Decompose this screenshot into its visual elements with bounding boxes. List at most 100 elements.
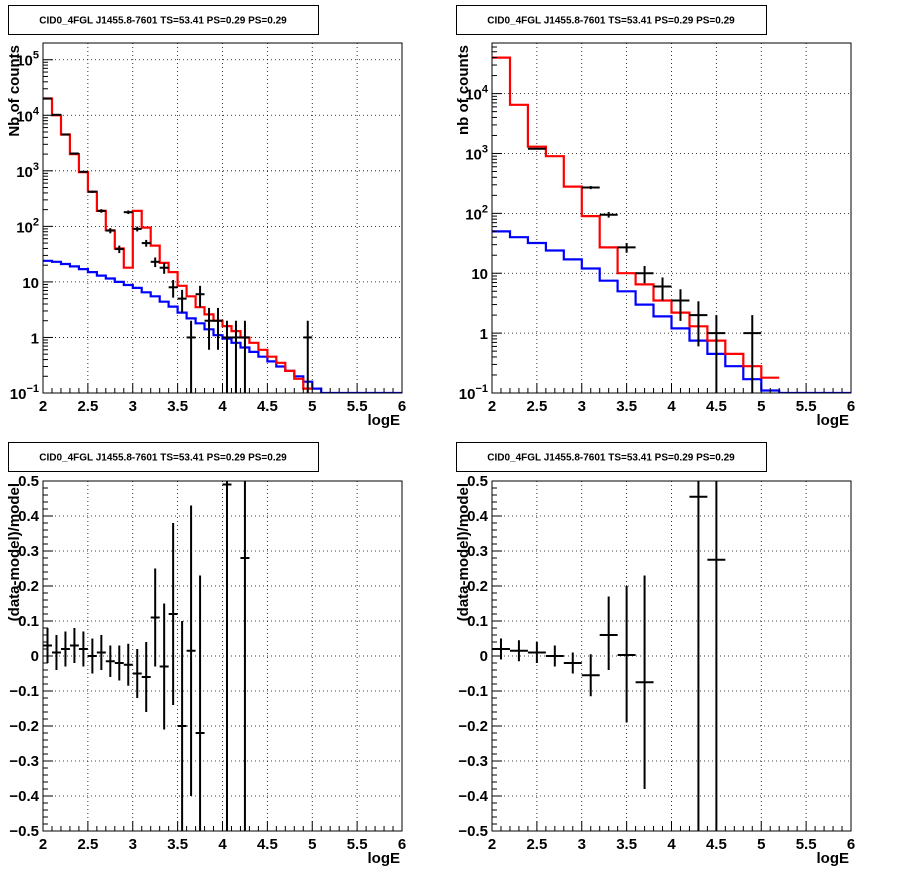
tick-exponent: −1 [475, 383, 488, 395]
data-point [581, 654, 600, 697]
y-tick-label: 1 [480, 326, 488, 343]
data-point [96, 635, 106, 670]
x-axis-title: logE [368, 412, 401, 429]
data-point [204, 307, 214, 350]
data-point [132, 649, 142, 698]
data-point [599, 212, 618, 218]
panel-3: CID0_4FGL J1455.8-7601 TS=53.41 PS=0.29 … [6, 442, 406, 867]
x-tick-label: 2.5 [526, 836, 547, 853]
y-tick-label: 102 [16, 216, 39, 236]
grid [43, 43, 402, 393]
title-box [456, 442, 767, 472]
tick-exponent: 4 [33, 105, 40, 117]
x-tick-label: 3.5 [616, 398, 637, 415]
x-tick-label: 2.5 [77, 836, 98, 853]
data-point [635, 266, 654, 284]
data-point [213, 307, 223, 350]
data-point [114, 645, 124, 681]
data-point [168, 523, 178, 705]
data-point [563, 652, 582, 674]
tick-base: 10 [471, 266, 488, 283]
data-point [527, 642, 546, 663]
data-point [303, 320, 313, 393]
model-total-line [492, 56, 780, 379]
data-point [177, 289, 187, 313]
x-axis-title: logE [368, 850, 401, 867]
data-point [186, 505, 196, 796]
panel-1: CID0_4FGL J1455.8-7601 TS=53.41 PS=0.29 … [6, 5, 406, 429]
x-tick-label: 4.5 [257, 398, 278, 415]
x-tick-label: 5 [757, 836, 765, 853]
x-tick-label: 2 [39, 836, 47, 853]
y-tick-label: 0.2 [467, 578, 488, 595]
y-tick-label: 0.4 [467, 508, 489, 525]
data-point [87, 638, 97, 674]
model-source-line [43, 259, 402, 393]
data-point [105, 645, 115, 677]
x-tick-label: 5 [308, 398, 316, 415]
x-tick-label: 4 [218, 398, 227, 415]
title-box [8, 442, 319, 472]
y-tick-label: −0.4 [458, 788, 488, 805]
y-tick-label: −0.2 [458, 718, 488, 735]
y-tick-label: 103 [465, 143, 488, 163]
data-point [96, 209, 106, 213]
tick-exponent: 4 [482, 84, 489, 96]
tick-base: 10 [459, 386, 476, 403]
x-axis: 2 2.5 3 3.5 4 4.5 5 5.5 6 [39, 821, 406, 853]
tick-base: 10 [465, 146, 482, 163]
y-tick-label: 104 [16, 105, 40, 125]
y-axis-title: nb of counts [455, 45, 472, 135]
y-tick-label: 0.3 [467, 543, 488, 560]
x-axis: 2 2.5 3 3.5 4 4.5 5 5.5 6 [488, 383, 855, 415]
x-tick-label: 2 [488, 836, 496, 853]
data-point [159, 262, 169, 274]
tick-exponent: 5 [33, 50, 39, 62]
tick-exponent: 2 [33, 216, 39, 228]
y-tick-label: 0 [31, 648, 39, 665]
title-box [8, 5, 319, 35]
tick-base: 10 [16, 108, 33, 125]
data-point [240, 481, 250, 831]
x-axis-title: logE [817, 412, 850, 429]
x-tick-label: 5.5 [347, 398, 368, 415]
y-tick-label: 10 [22, 275, 39, 292]
x-tick-label: 5.5 [347, 836, 368, 853]
data-point [617, 586, 636, 723]
data-point [114, 245, 124, 254]
data-point [43, 628, 52, 663]
chart-title: CID0_4FGL J1455.8-7601 TS=53.41 PS=0.29 … [487, 16, 735, 27]
x-tick-label: 5 [757, 398, 765, 415]
y-tick-label: 1 [31, 330, 39, 347]
x-tick-label: 5.5 [796, 398, 817, 415]
tick-exponent: 3 [33, 161, 39, 173]
x-tick-label: 2 [39, 398, 47, 415]
x-axis: 2 2.5 3 3.5 4 4.5 5 5.5 6 [39, 383, 406, 415]
tick-base: 10 [22, 275, 39, 292]
y-tick-label: 104 [465, 84, 489, 104]
tick-base: 10 [16, 219, 33, 236]
y-axis: −0.5 −0.4 −0.3 −0.2 −0.1 0 0.1 0.2 0.3 0.4 0.5 [458, 473, 502, 840]
x-tick-label: 3.5 [167, 836, 188, 853]
x-tick-label: 6 [847, 836, 855, 853]
y-tick-label: 10−1 [459, 383, 488, 403]
data-points [527, 147, 762, 393]
x-tick-label: 6 [398, 398, 406, 415]
tick-exponent: −1 [26, 383, 39, 395]
data-point [186, 320, 196, 393]
tick-base: 10 [10, 386, 27, 403]
data-point [527, 147, 546, 150]
data-point [635, 575, 654, 789]
data-point [78, 170, 88, 173]
x-tick-label: 4 [218, 836, 227, 853]
tick-base: 1 [480, 326, 488, 343]
tick-base: 1 [31, 330, 39, 347]
data-point [689, 481, 708, 831]
data-point [222, 320, 232, 393]
data-point [707, 315, 726, 393]
x-tick-label: 3 [578, 398, 586, 415]
data-point [51, 635, 61, 670]
tick-base: 10 [465, 206, 482, 223]
grid [492, 43, 851, 393]
